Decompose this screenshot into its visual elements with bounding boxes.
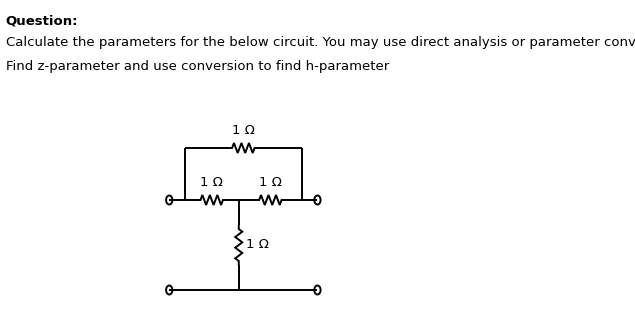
Text: Find z-parameter and use conversion to find h-parameter: Find z-parameter and use conversion to f… — [6, 60, 389, 73]
Text: 1 Ω: 1 Ω — [200, 176, 223, 189]
Text: Question:: Question: — [6, 15, 78, 28]
Text: Calculate the parameters for the below circuit. You may use direct analysis or p: Calculate the parameters for the below c… — [6, 36, 635, 49]
Text: 1 Ω: 1 Ω — [259, 176, 282, 189]
Text: 1 Ω: 1 Ω — [246, 239, 269, 251]
Text: 1 Ω: 1 Ω — [232, 124, 255, 137]
